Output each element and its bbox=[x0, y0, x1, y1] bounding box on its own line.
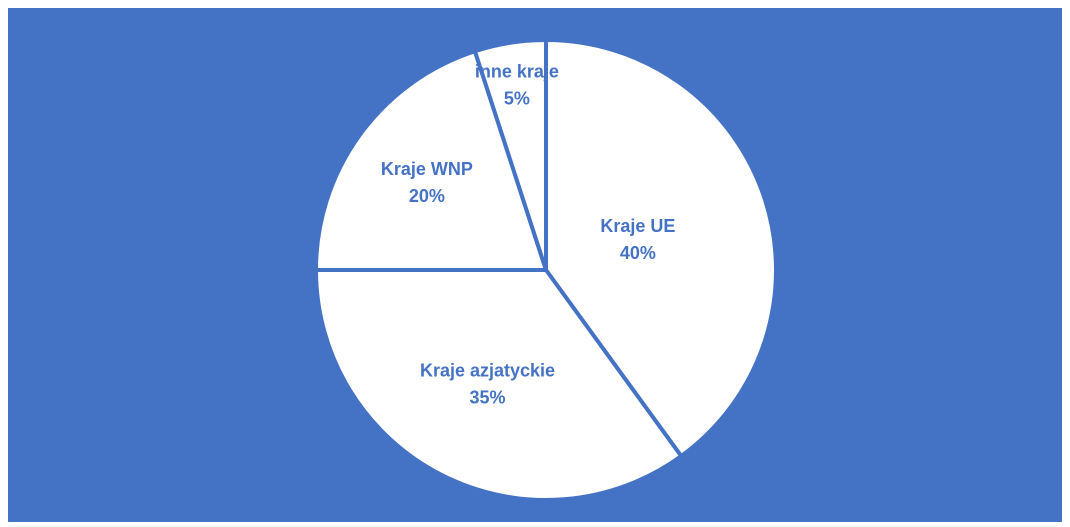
slice-category-label: Kraje WNP bbox=[381, 159, 473, 179]
pie-slice bbox=[314, 49, 548, 272]
slice-category-label: inne kraje bbox=[475, 62, 559, 82]
slice-value-label: 40% bbox=[620, 243, 656, 263]
slice-value-label: 20% bbox=[409, 186, 445, 206]
pie-slice bbox=[314, 268, 684, 502]
slice-value-label: 5% bbox=[504, 89, 530, 109]
pie-slice bbox=[544, 38, 778, 459]
slice-category-label: Kraje azjatyckie bbox=[420, 361, 555, 381]
slice-value-label: 35% bbox=[470, 388, 506, 408]
slice-category-label: Kraje UE bbox=[600, 216, 675, 236]
pie-slice bbox=[472, 38, 548, 272]
